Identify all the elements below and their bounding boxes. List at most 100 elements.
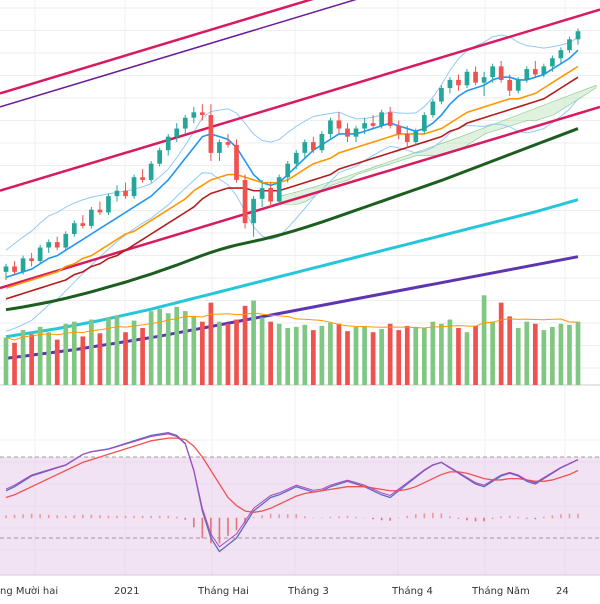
candle-body [336,120,342,129]
histogram-bar [389,517,391,521]
volume-bar [71,321,77,385]
candle-body [456,79,461,86]
volume-bar [191,316,197,385]
histogram-bar [107,515,110,519]
volume-bar [131,320,137,385]
volume-bar [302,324,308,385]
ma-line-tenkan [5,49,579,279]
candle-body [550,58,555,67]
histogram-bar [82,514,84,519]
volume-bar [157,309,163,385]
candle-body [3,266,9,272]
candle-body [157,150,163,164]
histogram-bar [39,514,41,519]
time-axis: ng Mười hai 2021 Tháng Hai Tháng 3 Tháng 4 Th… [0,585,569,597]
histogram-bar [372,517,374,520]
volume-bar [310,330,316,385]
volume-bar [550,326,555,385]
candle-body [464,71,470,86]
volume-bar [217,321,222,385]
histogram-bar [457,517,460,519]
histogram-bar [304,516,306,519]
candle-body [345,128,350,137]
volume-bar [370,332,376,385]
volume-bar [396,330,402,385]
candle-body [524,69,530,80]
histogram-bar [414,514,417,519]
histogram-bar [261,515,263,519]
histogram-bar [158,515,161,519]
trend-channel-line [0,0,357,108]
volume-bar [148,311,154,385]
time-axis-label: Tháng 4 [391,585,433,597]
volume-bar [498,302,504,385]
candle-body [80,223,86,226]
candle-body [140,177,145,180]
candle-body [225,142,231,145]
volume-bar [106,317,111,385]
volume-bar [89,319,94,385]
histogram-bar [184,517,187,520]
candle-body [89,209,94,226]
histogram-bar [355,516,357,519]
candle-body [268,188,274,202]
histogram-bar [218,517,221,544]
candle-body [430,101,436,116]
histogram-bar [577,513,579,519]
volume-bar [208,302,214,385]
volume-bar [481,295,487,385]
volume-bar [200,321,205,385]
histogram-bar [500,516,502,519]
histogram-bar [5,515,7,519]
candle-body [447,79,453,88]
candle-body [148,163,154,180]
histogram-bar [22,514,24,519]
volume-bar [20,330,26,385]
candle-body [174,128,180,137]
volume-bar [165,313,171,385]
candle-body [567,39,572,51]
histogram-bar [47,514,50,519]
histogram-bar [133,515,135,519]
volume-bar [464,332,470,385]
histogram-bar [380,517,383,521]
candles-layer [3,28,581,280]
histogram-bar [64,515,67,519]
histogram-bar [90,514,93,519]
candle-body [12,266,17,272]
candle-body [532,69,538,75]
volume-bar [174,306,180,385]
moving-averages-layer [5,49,579,360]
candle-body [473,71,478,83]
volume-bar [3,337,9,385]
volume-bar [182,311,188,385]
histogram-bar [432,512,434,519]
volume-bar [234,319,239,385]
candle-body [114,190,120,197]
volume-bar [12,342,17,385]
trend-channel-line [0,8,600,192]
candle-body [20,258,26,272]
histogram-bar [124,515,127,519]
trend-channel-line [0,105,600,290]
volume-bar [276,323,282,385]
volume-bar [29,334,34,385]
volume-bar [63,323,69,385]
histogram-bar [167,515,170,519]
histogram-bar [150,515,152,519]
histogram-bar [116,515,118,519]
histogram-bar [175,516,178,519]
histogram-bar [406,515,409,519]
volume-bar [259,317,265,385]
time-axis-label: 24 [556,586,569,597]
histogram-bar [295,514,298,519]
volume-bar [456,328,461,385]
candle-body [46,242,52,248]
histogram-bar [141,515,144,519]
candle-body [71,223,77,234]
candle-body [234,144,239,180]
candle-body [208,115,214,153]
volume-bar [473,325,478,385]
histogram-bar [235,517,238,531]
volume-bar [532,323,538,385]
